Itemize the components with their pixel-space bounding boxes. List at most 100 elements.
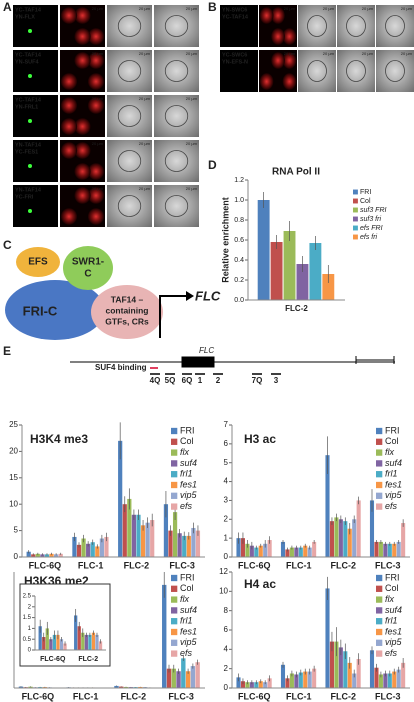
cell (259, 73, 274, 90)
construct-label: YC-TAF14 (15, 97, 42, 103)
bar (145, 522, 150, 557)
y-tick-label: 0.5 (23, 637, 32, 643)
amplicon-label: 5Q (165, 376, 176, 385)
chart-title: RNA Pol II (272, 167, 320, 178)
cell (346, 15, 366, 37)
legend-label: efs FRI (360, 225, 383, 232)
bar (54, 554, 59, 557)
x-tick-label: FLC-2 (331, 560, 357, 570)
arrow (159, 295, 188, 338)
legend-label: suf4 (385, 458, 402, 468)
bar (88, 634, 92, 650)
chart-title: H3 ac (244, 432, 276, 446)
bar (240, 538, 245, 557)
y-tick-label: 0 (224, 552, 229, 561)
fri-c-shape (5, 280, 105, 340)
bar (338, 519, 343, 557)
scale-label: 20 µm (362, 51, 374, 56)
legend-swatch (376, 492, 383, 499)
cell (282, 52, 297, 69)
bar (325, 588, 330, 688)
bar (396, 541, 401, 557)
x-tick-label: FLC-2 (285, 304, 308, 313)
cell (60, 73, 78, 90)
bar (58, 553, 63, 557)
construct-label: YC-FES1 (15, 149, 38, 155)
construct-label: YN-FLX (15, 14, 35, 20)
legend-swatch (376, 574, 383, 582)
bar (343, 651, 348, 688)
signal (28, 74, 32, 78)
cell (271, 52, 285, 69)
y-tick-label: 2 (224, 664, 229, 673)
micrograph (13, 185, 58, 227)
bar (190, 666, 196, 688)
bar (81, 632, 85, 650)
legend-label: flx (180, 447, 190, 457)
y-tick-label: 20 (9, 447, 18, 456)
node-label: containing (106, 305, 149, 315)
micrograph (154, 5, 199, 47)
bar (387, 673, 392, 688)
cell (385, 15, 405, 37)
y-axis-label: Relative enrichment (220, 197, 230, 283)
cell (74, 118, 91, 135)
construct-label: YC-TAF14 (222, 14, 249, 20)
y-tick-label: 12 (219, 567, 228, 576)
legend-swatch (171, 460, 178, 467)
cell (164, 15, 189, 37)
y-tick-label: 0.8 (234, 217, 244, 224)
scale-label: 20 µm (92, 96, 104, 101)
panel-c-diagram (5, 246, 194, 340)
bar (347, 528, 352, 557)
micrograph (107, 140, 152, 182)
y-tick-label: 5 (14, 526, 19, 535)
signal (28, 119, 32, 123)
y-tick-label: 0 (224, 683, 229, 692)
bar (49, 639, 53, 650)
legend-swatch (353, 234, 358, 240)
legend-swatch (171, 449, 178, 456)
bar (245, 543, 250, 557)
bar (285, 678, 290, 688)
bar (263, 543, 268, 557)
bar (185, 671, 191, 688)
bar (289, 673, 294, 688)
x-tick-label: FLC-6Q (29, 560, 62, 570)
cell (307, 15, 327, 37)
legend-label: efs (180, 648, 193, 658)
scale-label: 20 µm (92, 51, 104, 56)
legend-label: frl1 (180, 469, 193, 479)
bar (150, 520, 155, 557)
bar (81, 538, 86, 557)
legend-label: suf3 FRI (360, 207, 387, 214)
node-label: TAF14 – (111, 294, 144, 304)
bar (35, 553, 40, 557)
y-tick-label: 4 (224, 477, 229, 486)
micrograph (298, 5, 336, 47)
y-tick-label: 1.2 (234, 177, 244, 184)
panel-label: C (3, 238, 12, 252)
legend-label: efs (180, 501, 193, 511)
bar (163, 504, 169, 557)
signal (28, 29, 32, 33)
bar (392, 543, 397, 557)
bar (280, 664, 286, 688)
y-tick-label: 0.2 (234, 277, 244, 284)
micrograph (154, 185, 199, 227)
bar (236, 538, 241, 557)
scale-label: 20 µm (401, 6, 413, 11)
cell (117, 105, 142, 127)
cell (282, 73, 297, 90)
y-tick-label: 2.5 (23, 594, 32, 600)
bar (296, 264, 309, 300)
scale-label: 20 µm (92, 186, 104, 191)
cell (74, 163, 91, 180)
y-tick-label: 2 (224, 514, 229, 523)
scale-label: 20 µm (186, 51, 198, 56)
bar (49, 553, 54, 557)
legend-swatch (171, 574, 178, 582)
scale-label: 20 µm (323, 51, 335, 56)
cell (60, 7, 78, 24)
bar (396, 669, 401, 688)
